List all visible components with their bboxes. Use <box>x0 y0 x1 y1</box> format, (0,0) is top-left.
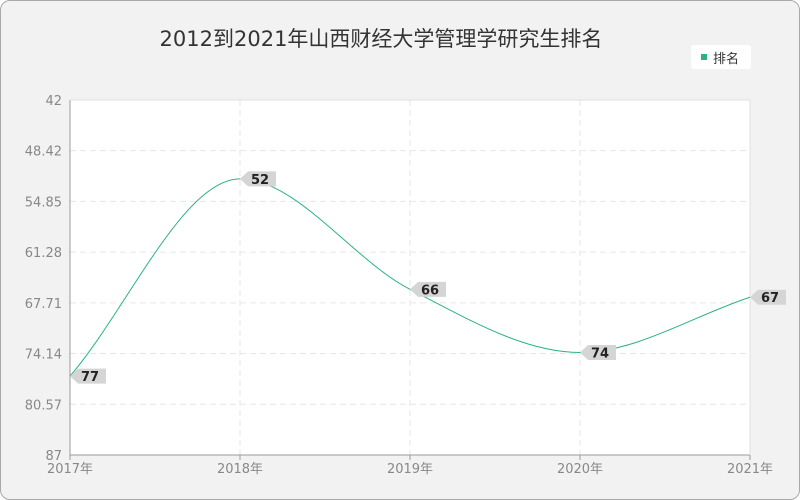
y-tick-label: 42 <box>45 94 62 109</box>
x-tick-label: 2019年 <box>387 462 433 477</box>
y-tick-label: 74.14 <box>25 348 62 363</box>
data-label-box <box>70 368 106 384</box>
y-tick-label: 67.71 <box>25 297 62 312</box>
data-label: 52 <box>251 173 269 188</box>
x-tick-label: 2018年 <box>217 462 263 477</box>
y-tick-label: 80.57 <box>25 398 62 413</box>
data-label: 66 <box>421 283 439 298</box>
x-tick-label: 2017年 <box>47 462 93 477</box>
data-label-box <box>580 344 616 360</box>
x-tick-label: 2021年 <box>727 462 773 477</box>
data-label: 67 <box>761 291 779 306</box>
y-tick-label: 54.85 <box>25 195 62 210</box>
data-label-box <box>750 289 786 305</box>
x-tick-label: 2020年 <box>557 462 603 477</box>
y-tick-label: 61.28 <box>25 246 62 261</box>
legend-label: 排名 <box>713 52 740 67</box>
legend-swatch <box>701 54 707 60</box>
series-line <box>69 178 751 377</box>
data-label-box <box>240 171 276 187</box>
legend[interactable]: 排名 <box>691 45 751 69</box>
y-tick-label: 87 <box>45 449 62 464</box>
data-label: 77 <box>81 370 99 385</box>
chart-title: 2012到2021年山西财经大学管理学研究生排名 <box>159 27 603 51</box>
y-tick-label: 48.42 <box>25 145 62 160</box>
data-label: 74 <box>591 346 609 361</box>
data-label-box <box>410 281 446 297</box>
